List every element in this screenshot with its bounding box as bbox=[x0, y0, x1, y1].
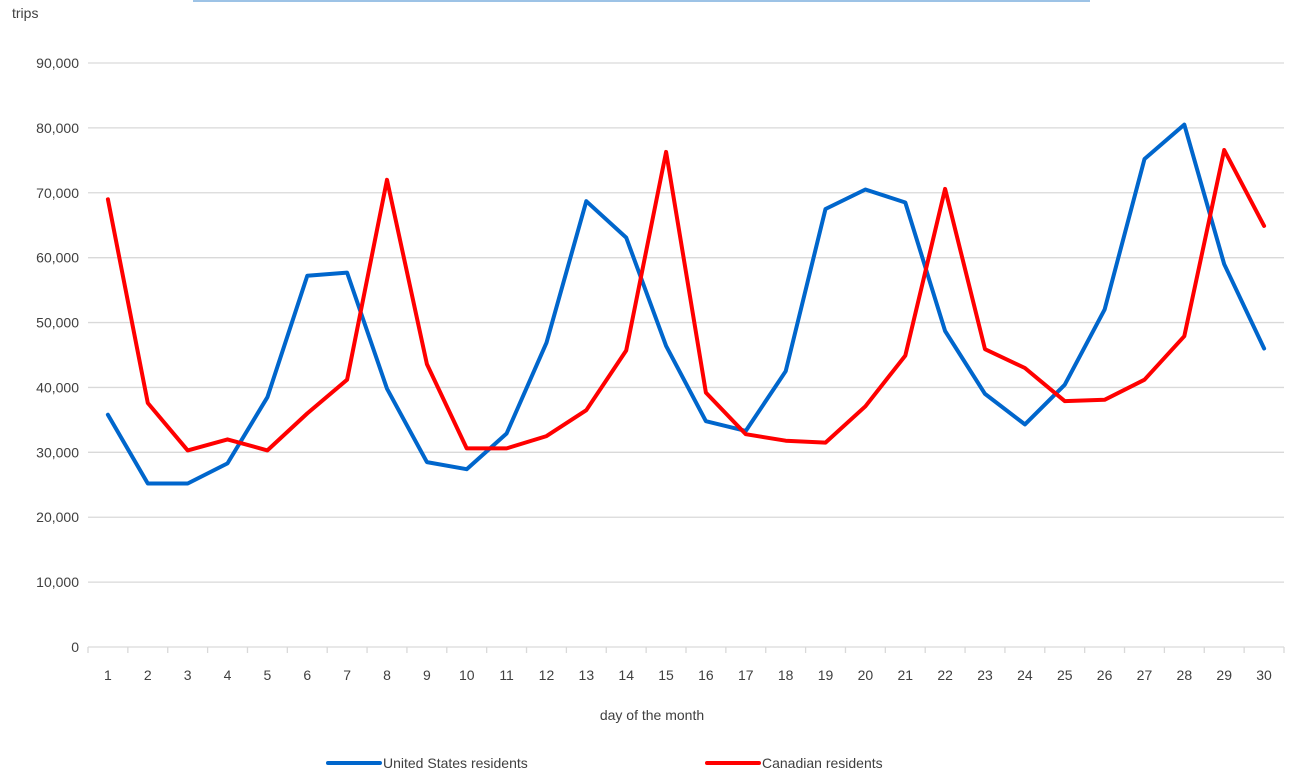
y-axis-tick-labels: 0 10,000 20,000 30,000 40,000 50,000 60,000 70,… bbox=[36, 55, 79, 655]
x-tick-label: 27 bbox=[1137, 667, 1153, 683]
x-tick-label: 28 bbox=[1177, 667, 1193, 683]
y-tick-label: 90,000 bbox=[36, 55, 79, 71]
y-tick-label: 80,000 bbox=[36, 120, 79, 136]
series-line bbox=[105, 122, 1267, 486]
y-tick-label: 60,000 bbox=[36, 250, 79, 266]
legend-label: United States residents bbox=[383, 755, 528, 771]
selection-frame-edge bbox=[193, 0, 1090, 2]
x-tick-label: 12 bbox=[539, 667, 555, 683]
series-line bbox=[105, 148, 1267, 453]
y-tick-label: 20,000 bbox=[36, 509, 79, 525]
x-tick-label: 10 bbox=[459, 667, 475, 683]
x-tick-label: 7 bbox=[343, 667, 351, 683]
y-tick-label: 30,000 bbox=[36, 444, 79, 460]
y-tick-label: 0 bbox=[71, 639, 79, 655]
y-tick-label: 50,000 bbox=[36, 315, 79, 331]
legend-label: Canadian residents bbox=[762, 755, 883, 771]
x-tick-label: 29 bbox=[1216, 667, 1232, 683]
y-tick-label: 70,000 bbox=[36, 185, 79, 201]
x-tick-label: 24 bbox=[1017, 667, 1033, 683]
x-tick-label: 4 bbox=[224, 667, 232, 683]
y-tick-label: 10,000 bbox=[36, 574, 79, 590]
x-tick-label: 6 bbox=[303, 667, 311, 683]
legend-item: Canadian residents bbox=[705, 755, 883, 771]
y-axis-title: trips bbox=[12, 5, 38, 21]
legend-item: United States residents bbox=[326, 755, 528, 771]
x-tick-label: 13 bbox=[579, 667, 595, 683]
x-tick-label: 30 bbox=[1256, 667, 1272, 683]
y-tick-label: 40,000 bbox=[36, 379, 79, 395]
x-tick-label: 23 bbox=[977, 667, 993, 683]
x-tick-label: 20 bbox=[858, 667, 874, 683]
x-tick-label: 1 bbox=[104, 667, 112, 683]
x-tick-label: 3 bbox=[184, 667, 192, 683]
x-tick-label: 21 bbox=[897, 667, 913, 683]
x-axis-title: day of the month bbox=[600, 707, 704, 723]
x-tick-label: 26 bbox=[1097, 667, 1113, 683]
x-tick-label: 5 bbox=[264, 667, 272, 683]
x-tick-label: 22 bbox=[937, 667, 953, 683]
x-tick-label: 9 bbox=[423, 667, 431, 683]
gridlines bbox=[88, 62, 1284, 583]
x-tick-label: 8 bbox=[383, 667, 391, 683]
x-tick-label: 2 bbox=[144, 667, 152, 683]
x-tick-label: 15 bbox=[658, 667, 674, 683]
legend: United States residents Canadian resident… bbox=[326, 755, 883, 771]
x-tick-label: 19 bbox=[818, 667, 834, 683]
x-tick-label: 18 bbox=[778, 667, 794, 683]
x-tick-label: 25 bbox=[1057, 667, 1073, 683]
data-series bbox=[105, 122, 1267, 486]
x-tick-label: 16 bbox=[698, 667, 714, 683]
x-tick-label: 14 bbox=[618, 667, 634, 683]
x-axis bbox=[87, 646, 1285, 653]
x-tick-label: 17 bbox=[738, 667, 754, 683]
x-tick-label: 11 bbox=[499, 667, 514, 683]
x-axis-tick-labels: 1 2 3 4 5 6 7 8 9 10 11 12 13 14 15 16 17 18 19 20 21 22 23 24 2… bbox=[104, 667, 1272, 683]
